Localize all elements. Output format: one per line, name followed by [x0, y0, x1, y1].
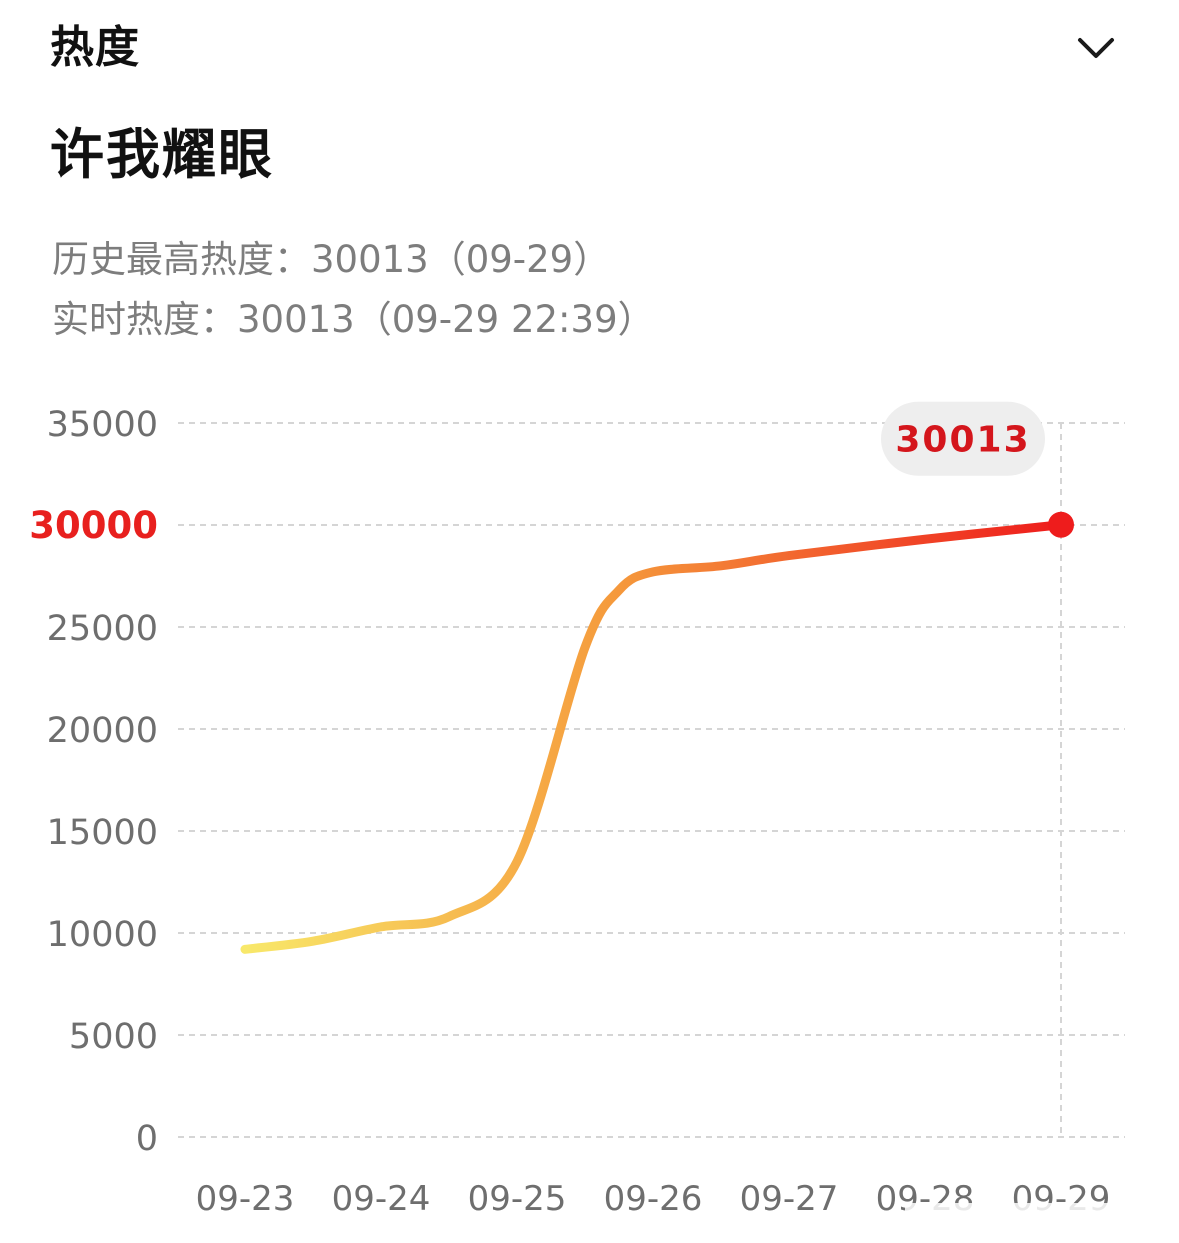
series-line — [240, 520, 1066, 954]
y-tick-label: 0 — [136, 1119, 158, 1159]
last-point-marker — [1048, 511, 1074, 538]
section-header: 热度 — [0, 0, 1179, 100]
peak-heat-line: 历史最高热度：30013（09-29） — [52, 238, 611, 281]
chevron-down-icon — [1078, 38, 1114, 58]
collapse-button[interactable] — [1068, 26, 1124, 74]
x-tick-label: 09-25 — [468, 1179, 567, 1219]
live-heat-line: 实时热度：30013（09-29 22:39） — [52, 298, 655, 341]
chart-canvas: 0 5000 10000 15000 20000 25000 30000 35000 09-23… — [29, 401, 1125, 1219]
y-tick-label: 25000 — [47, 609, 158, 649]
topic-title: 许我耀眼 — [50, 123, 274, 186]
y-tick-label: 20000 — [47, 711, 158, 751]
value-callout-label: 30013 — [895, 420, 1030, 461]
x-tick-label: 09-24 — [332, 1179, 431, 1219]
value-callout-bubble — [881, 401, 1045, 476]
y-tick-label: 15000 — [47, 813, 158, 853]
section-title: 热度 — [50, 22, 140, 73]
x-tick-label: 09-23 — [196, 1179, 295, 1219]
heat-line-chart: 0 5000 10000 15000 20000 25000 30000 35000 09-23… — [0, 380, 1179, 1243]
y-tick-label: 30000 — [29, 504, 158, 547]
watermark-overlay — [905, 1203, 1167, 1233]
x-tick-label: 09-26 — [604, 1179, 703, 1219]
y-tick-label: 10000 — [47, 915, 158, 955]
x-tick-label: 09-27 — [740, 1179, 839, 1219]
y-tick-label: 35000 — [47, 405, 158, 445]
y-tick-label: 5000 — [69, 1017, 158, 1057]
